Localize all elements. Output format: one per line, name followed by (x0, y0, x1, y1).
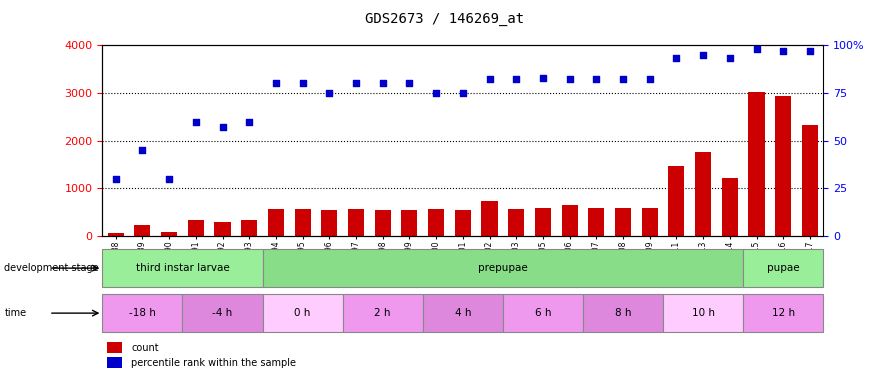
Text: 8 h: 8 h (615, 308, 631, 318)
Bar (343, 294, 423, 332)
Bar (642, 208, 658, 236)
Bar (535, 208, 551, 236)
Point (429, 90, 443, 96)
Text: count: count (132, 343, 159, 352)
Point (456, 90, 470, 96)
Point (669, 56, 684, 62)
Text: third instar larvae: third instar larvae (135, 263, 230, 273)
Text: 0 h: 0 h (295, 308, 311, 318)
Point (696, 52, 710, 58)
Bar (722, 178, 738, 236)
Text: percentile rank within the sample: percentile rank within the sample (132, 358, 296, 368)
Text: 4 h: 4 h (455, 308, 471, 318)
Bar (214, 222, 231, 236)
Bar (588, 208, 604, 236)
Text: 6 h: 6 h (535, 308, 551, 318)
Point (616, 76, 630, 82)
Bar (481, 201, 498, 236)
Text: -4 h: -4 h (213, 308, 232, 318)
Point (562, 76, 577, 82)
Bar (263, 249, 743, 287)
Point (509, 76, 523, 82)
Point (109, 176, 123, 182)
Bar (695, 152, 711, 236)
Text: prepupae: prepupae (478, 263, 528, 273)
Point (189, 118, 203, 124)
Bar (802, 125, 818, 236)
Bar (743, 249, 823, 287)
Text: development stage: development stage (4, 263, 99, 273)
Bar (375, 210, 391, 236)
Point (589, 76, 603, 82)
Point (135, 147, 150, 153)
Bar (263, 294, 343, 332)
Bar (134, 225, 150, 236)
Bar (562, 205, 578, 236)
Bar (188, 220, 204, 236)
Bar (455, 210, 471, 236)
Bar (428, 210, 444, 236)
Bar (503, 294, 583, 332)
Point (162, 176, 176, 182)
Bar (663, 294, 743, 332)
Text: GDS2673 / 146269_at: GDS2673 / 146269_at (366, 12, 524, 26)
Text: pupae: pupae (767, 263, 799, 273)
Point (749, 46, 764, 52)
Text: 2 h: 2 h (375, 308, 391, 318)
Point (215, 124, 230, 130)
Point (643, 76, 657, 82)
Bar (268, 209, 284, 236)
Bar (423, 294, 503, 332)
Bar (321, 210, 337, 236)
Bar (748, 92, 765, 236)
Bar (401, 210, 417, 236)
Text: -18 h: -18 h (129, 308, 156, 318)
Bar (108, 233, 124, 236)
Bar (615, 208, 631, 236)
Point (376, 80, 390, 86)
Point (402, 80, 417, 86)
Bar (583, 294, 663, 332)
Point (536, 75, 550, 81)
Bar (102, 249, 263, 287)
Point (295, 80, 310, 86)
Point (803, 48, 817, 54)
Bar (161, 232, 177, 236)
Point (723, 56, 737, 62)
Text: time: time (4, 308, 27, 318)
Bar (107, 342, 123, 353)
Bar (182, 294, 263, 332)
Point (242, 118, 256, 124)
Bar (775, 96, 791, 236)
Point (322, 90, 336, 96)
Bar (241, 220, 257, 236)
Text: 12 h: 12 h (772, 308, 795, 318)
Bar (102, 294, 182, 332)
Point (482, 76, 497, 82)
Text: 10 h: 10 h (692, 308, 715, 318)
Point (269, 80, 283, 86)
Bar (508, 210, 524, 236)
Bar (295, 209, 311, 236)
Bar (348, 209, 364, 236)
Bar (107, 357, 123, 368)
Bar (743, 294, 823, 332)
Point (349, 80, 363, 86)
Bar (668, 166, 684, 236)
Point (776, 48, 790, 54)
